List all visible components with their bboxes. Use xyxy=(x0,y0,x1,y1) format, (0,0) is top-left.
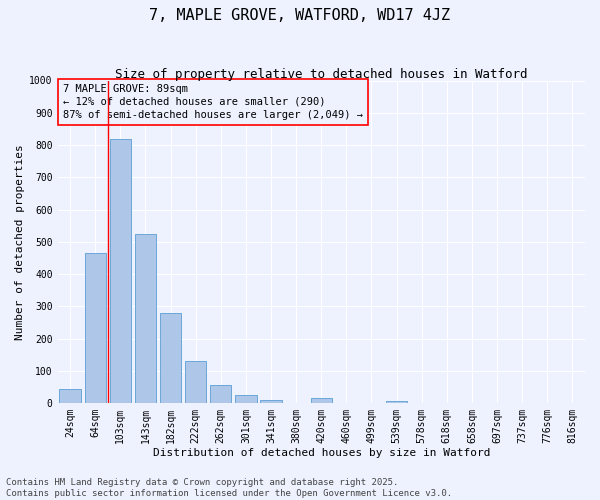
Bar xyxy=(260,400,282,403)
Bar xyxy=(311,398,332,403)
Bar xyxy=(210,384,232,403)
Bar xyxy=(110,138,131,403)
Y-axis label: Number of detached properties: Number of detached properties xyxy=(15,144,25,340)
X-axis label: Distribution of detached houses by size in Watford: Distribution of detached houses by size … xyxy=(152,448,490,458)
Bar xyxy=(160,313,181,403)
Bar xyxy=(235,395,257,403)
Text: 7, MAPLE GROVE, WATFORD, WD17 4JZ: 7, MAPLE GROVE, WATFORD, WD17 4JZ xyxy=(149,8,451,22)
Bar xyxy=(135,234,156,403)
Bar xyxy=(386,401,407,403)
Text: Contains HM Land Registry data © Crown copyright and database right 2025.
Contai: Contains HM Land Registry data © Crown c… xyxy=(6,478,452,498)
Title: Size of property relative to detached houses in Watford: Size of property relative to detached ho… xyxy=(115,68,527,80)
Bar xyxy=(85,253,106,403)
Text: 7 MAPLE GROVE: 89sqm
← 12% of detached houses are smaller (290)
87% of semi-deta: 7 MAPLE GROVE: 89sqm ← 12% of detached h… xyxy=(63,84,363,120)
Bar xyxy=(185,362,206,403)
Bar xyxy=(59,388,81,403)
